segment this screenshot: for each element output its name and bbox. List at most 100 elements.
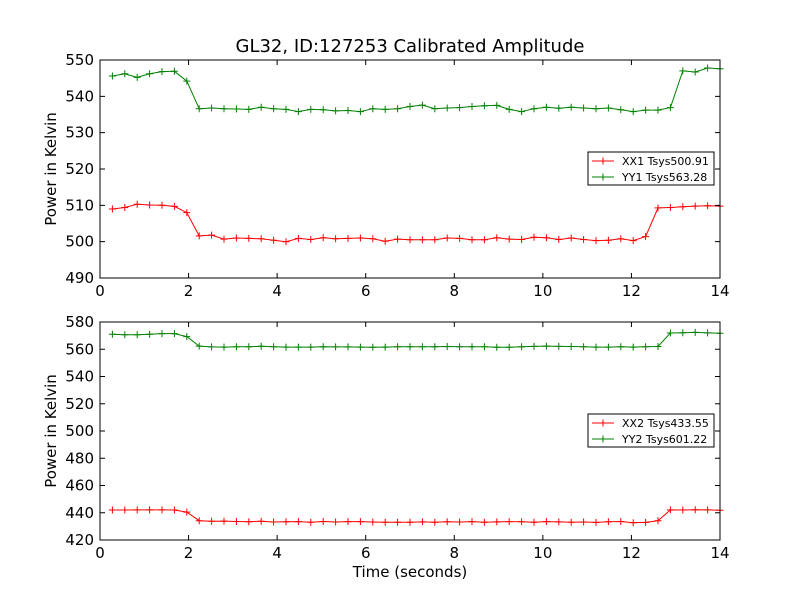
data-point	[121, 331, 129, 339]
top-y-axis-label: Power in Kelvin	[42, 112, 60, 226]
data-point	[208, 104, 216, 112]
data-point	[654, 517, 662, 525]
data-point	[108, 205, 116, 213]
data-point	[629, 343, 637, 351]
data-point	[232, 234, 240, 242]
data-point	[121, 70, 129, 78]
bottom-series-1	[108, 506, 724, 527]
legend-label: XX1 Tsys500.91	[622, 155, 709, 168]
data-point	[666, 104, 674, 112]
data-point	[617, 518, 625, 525]
data-point	[332, 107, 340, 115]
data-point	[617, 343, 625, 351]
legend-label: XX2 Tsys433.55	[622, 417, 709, 430]
data-point	[183, 209, 191, 217]
data-point	[170, 202, 178, 210]
data-point	[257, 517, 265, 525]
legend-box	[587, 151, 715, 186]
y-tick-label: 550	[65, 51, 94, 69]
data-point	[294, 343, 302, 351]
data-point	[183, 77, 191, 85]
legend-marker	[599, 173, 607, 181]
data-point	[480, 518, 488, 526]
y-tick-label: 530	[65, 124, 94, 142]
data-point	[530, 233, 538, 241]
data-point	[691, 202, 699, 210]
bottom-series-2	[108, 328, 724, 351]
data-point	[418, 101, 426, 109]
data-point	[604, 104, 612, 112]
data-point	[282, 518, 290, 526]
data-point	[294, 234, 302, 242]
data-point	[133, 200, 141, 208]
data-point	[108, 330, 116, 338]
data-point	[456, 234, 464, 242]
y-tick-label: 560	[65, 340, 94, 358]
data-point	[257, 342, 265, 350]
data-point	[158, 201, 166, 209]
top-legend: XX1 Tsys500.91 YY1 Tsys563.28	[587, 151, 715, 186]
y-tick-label: 500	[65, 422, 94, 440]
y-tick-label: 420	[65, 531, 94, 549]
x-tick-label: 0	[95, 282, 105, 300]
x-tick-label: 8	[450, 544, 460, 562]
data-point	[431, 518, 439, 526]
x-tick-label: 2	[184, 282, 194, 300]
y-tick-label: 460	[65, 477, 94, 495]
y-tick-label: 490	[65, 269, 94, 287]
data-point	[567, 103, 575, 111]
data-point	[146, 70, 154, 78]
data-point	[679, 203, 687, 211]
data-point	[629, 237, 637, 245]
data-point	[666, 329, 674, 337]
data-point	[245, 343, 253, 351]
data-point	[567, 343, 575, 350]
data-point	[567, 518, 575, 526]
bottom-subplot: 0 2 4 6 8 10 12 14 420 440 460 480 500 520 540 560 580 Po…	[42, 313, 730, 581]
data-point	[443, 234, 451, 242]
data-point	[183, 508, 191, 516]
data-point	[133, 331, 141, 339]
top-series-2-line	[112, 67, 721, 113]
x-tick-label: 0	[95, 544, 105, 562]
x-tick-label: 6	[361, 544, 371, 562]
y-tick-label: 520	[65, 395, 94, 413]
data-point	[468, 518, 476, 526]
data-point	[704, 506, 712, 514]
x-tick-label: 14	[710, 544, 729, 562]
data-point	[170, 67, 178, 75]
data-point	[232, 105, 240, 113]
data-point	[245, 234, 253, 242]
data-point	[307, 518, 315, 526]
data-point	[319, 234, 327, 242]
data-point	[443, 343, 451, 350]
data-point	[232, 343, 240, 351]
data-point	[356, 234, 364, 242]
y-tick-label: 540	[65, 368, 94, 386]
data-point	[505, 343, 513, 351]
top-series-1-line	[112, 203, 721, 243]
data-point	[518, 236, 526, 243]
data-point	[456, 343, 464, 351]
data-point	[480, 236, 488, 244]
x-tick-label: 2	[184, 544, 194, 562]
data-point	[418, 518, 426, 526]
legend-label: YY1 Tsys563.28	[621, 171, 707, 184]
bottom-series-1-line	[112, 509, 721, 524]
data-point	[629, 108, 637, 116]
legend-marker	[599, 419, 607, 427]
data-point	[356, 343, 364, 351]
data-point	[406, 343, 414, 351]
data-point	[530, 105, 538, 113]
data-point	[493, 101, 501, 109]
data-point	[394, 105, 402, 113]
data-point	[344, 518, 352, 526]
data-point	[456, 518, 464, 526]
x-tick-label: 14	[710, 282, 729, 300]
data-point	[406, 236, 414, 244]
data-point	[580, 518, 588, 526]
data-point	[468, 103, 476, 110]
data-point	[220, 517, 228, 525]
data-point	[642, 518, 650, 526]
